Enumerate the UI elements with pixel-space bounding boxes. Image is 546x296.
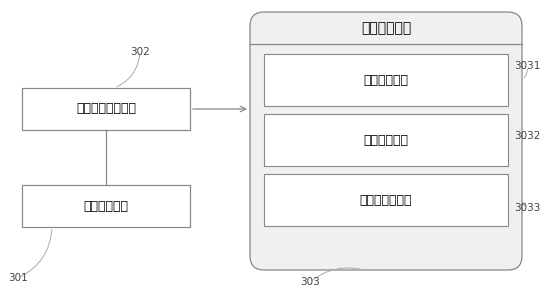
Bar — [264, 174, 508, 226]
Text: 3033: 3033 — [514, 203, 540, 213]
Text: 3031: 3031 — [514, 61, 540, 71]
Bar — [22, 185, 190, 227]
Text: 302: 302 — [130, 47, 150, 57]
Text: 301: 301 — [8, 273, 28, 283]
Bar — [264, 114, 508, 166]
Text: 行为序列维护模块: 行为序列维护模块 — [76, 102, 136, 115]
Text: 模式匹配模块: 模式匹配模块 — [364, 73, 408, 86]
Text: 内核监视模块: 内核监视模块 — [84, 200, 128, 213]
Text: 数据匹配模块: 数据匹配模块 — [364, 133, 408, 147]
FancyBboxPatch shape — [250, 12, 522, 270]
Text: 3032: 3032 — [514, 131, 540, 141]
Bar — [264, 54, 508, 106]
Bar — [22, 88, 190, 130]
Text: 逻辑判断模块: 逻辑判断模块 — [361, 21, 411, 35]
Text: 隐蔽性检测模块: 隐蔽性检测模块 — [360, 194, 412, 207]
Text: 303: 303 — [300, 277, 320, 287]
